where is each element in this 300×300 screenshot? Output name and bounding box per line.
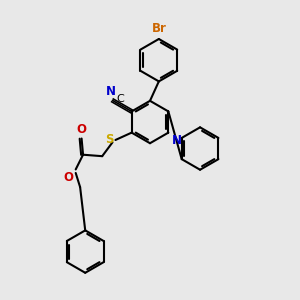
Text: Br: Br [152, 22, 166, 34]
Text: C: C [117, 94, 124, 103]
Text: N: N [106, 85, 116, 98]
Text: O: O [76, 123, 87, 136]
Text: O: O [63, 171, 73, 184]
Text: N: N [172, 134, 182, 147]
Text: S: S [106, 134, 114, 146]
